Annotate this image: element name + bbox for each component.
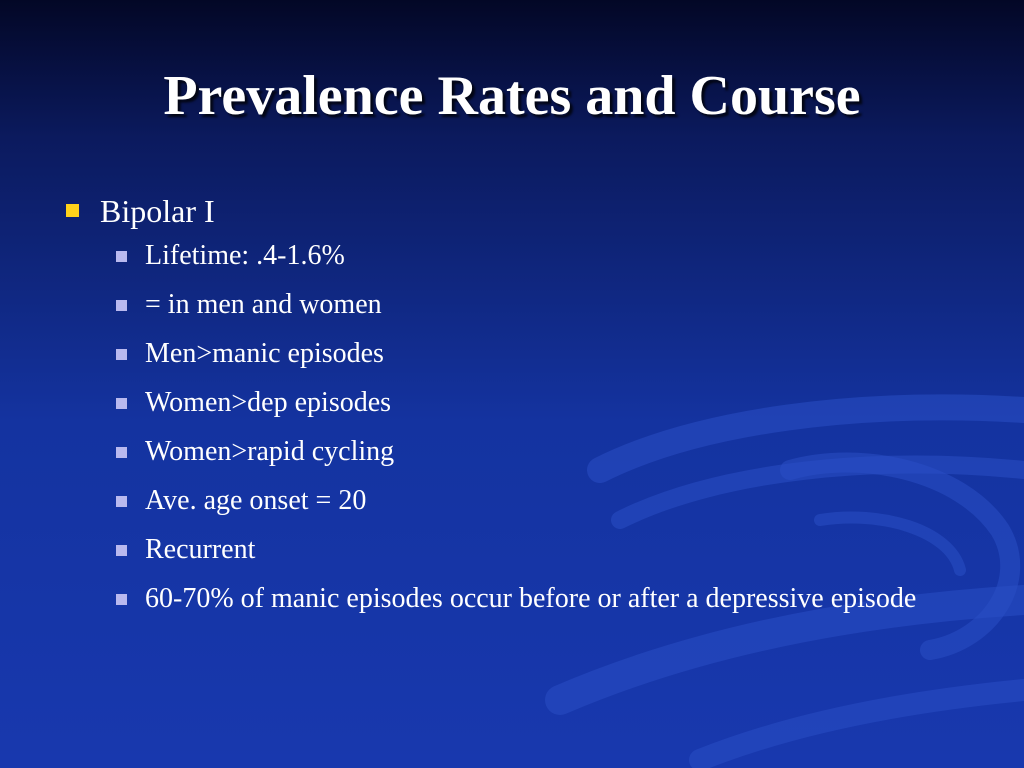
sub-bullet-item: Women>rapid cycling xyxy=(114,432,965,472)
sub-bullet-item: Ave. age onset = 20 xyxy=(114,481,965,521)
sub-bullet-list: Lifetime: .4-1.6% = in men and women Men… xyxy=(114,236,964,619)
square-bullet-icon xyxy=(116,349,127,360)
slide-title: Prevalence Rates and Course xyxy=(163,65,861,127)
sub-bullet-text: Women>rapid cycling xyxy=(145,436,395,467)
bullet-item-bipolar-i: Bipolar I xyxy=(64,190,964,232)
square-bullet-icon xyxy=(116,398,127,409)
sub-bullet-text: Ave. age onset = 20 xyxy=(145,485,367,516)
sub-bullet-text: Women>dep episodes xyxy=(145,387,392,418)
sub-bullet-item: Lifetime: .4-1.6% xyxy=(114,236,965,276)
sub-bullet-text: 60-70% of manic episodes occur before or… xyxy=(145,583,917,614)
sub-bullet-text: Lifetime: .4-1.6% xyxy=(145,240,345,271)
sub-bullet-text: Recurrent xyxy=(145,534,256,565)
slide-body: Bipolar I Lifetime: .4-1.6% = in men and… xyxy=(64,190,964,628)
square-bullet-icon xyxy=(116,496,127,507)
sub-bullet-item: Women>dep episodes xyxy=(114,383,965,423)
sub-bullet-item: Recurrent xyxy=(114,530,965,570)
sub-bullet-text: Men>manic episodes xyxy=(145,338,384,369)
square-bullet-icon xyxy=(116,300,127,311)
sub-bullet-item: Men>manic episodes xyxy=(114,334,965,374)
sub-bullet-item: 60-70% of manic episodes occur before or… xyxy=(114,579,965,619)
square-bullet-icon xyxy=(116,447,127,458)
bullet-text: Bipolar I xyxy=(100,193,215,229)
sub-bullet-text: = in men and women xyxy=(145,289,382,320)
square-bullet-icon xyxy=(66,204,79,217)
square-bullet-icon xyxy=(116,594,127,605)
square-bullet-icon xyxy=(116,251,127,262)
square-bullet-icon xyxy=(116,545,127,556)
sub-bullet-item: = in men and women xyxy=(114,285,965,325)
